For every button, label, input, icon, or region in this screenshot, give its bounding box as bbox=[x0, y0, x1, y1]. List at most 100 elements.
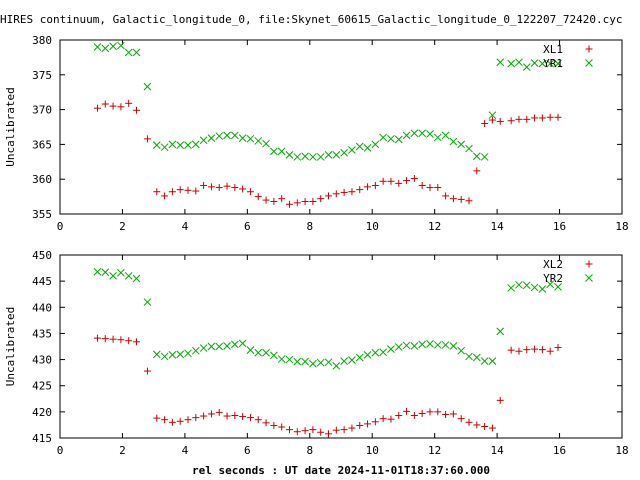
data-point bbox=[262, 196, 270, 204]
data-point bbox=[262, 139, 270, 148]
data-point bbox=[449, 410, 457, 418]
data-point bbox=[332, 361, 341, 370]
x-tick-label: 6 bbox=[244, 444, 251, 457]
data-point bbox=[199, 136, 208, 145]
data-point bbox=[340, 148, 348, 157]
data-point bbox=[522, 63, 531, 71]
y-tick-label: 425 bbox=[32, 380, 52, 393]
data-point bbox=[207, 410, 215, 418]
data-point bbox=[223, 342, 231, 350]
data-point bbox=[277, 355, 286, 363]
data-point bbox=[449, 342, 458, 350]
data-point bbox=[161, 416, 169, 424]
y-tick-label: 450 bbox=[32, 249, 52, 262]
data-point bbox=[371, 140, 380, 149]
data-point bbox=[538, 346, 546, 354]
data-point bbox=[531, 345, 539, 353]
data-point bbox=[488, 116, 496, 124]
data-point bbox=[554, 59, 562, 68]
y-tick-label: 375 bbox=[32, 69, 52, 82]
data-point bbox=[371, 418, 379, 426]
data-point bbox=[531, 114, 539, 122]
data-point bbox=[434, 184, 442, 192]
y-tick-label: 430 bbox=[32, 354, 52, 367]
data-point bbox=[125, 337, 133, 345]
plot-frame bbox=[59, 39, 623, 215]
data-point bbox=[246, 414, 254, 422]
data-point bbox=[364, 183, 372, 191]
data-point bbox=[176, 186, 184, 194]
data-point bbox=[371, 181, 379, 189]
data-point bbox=[441, 341, 450, 349]
data-point bbox=[426, 184, 434, 192]
data-point bbox=[465, 418, 473, 426]
x-tick-label: 18 bbox=[615, 444, 628, 457]
data-point bbox=[554, 283, 562, 291]
data-point bbox=[101, 100, 109, 108]
bottom-panel: 0 2 4 6 8 10 12 14 16 18 415 420 425 430 435 440 445 450 U… bbox=[4, 249, 629, 477]
data-point bbox=[270, 197, 278, 205]
data-point bbox=[340, 188, 348, 196]
data-point bbox=[395, 179, 403, 187]
data-point bbox=[301, 427, 309, 435]
data-point bbox=[324, 358, 333, 367]
data-point bbox=[152, 141, 161, 149]
data-point bbox=[207, 342, 216, 351]
data-point bbox=[457, 346, 466, 355]
data-point bbox=[538, 59, 547, 68]
data-point bbox=[465, 352, 473, 361]
data-point bbox=[207, 134, 216, 142]
data-point bbox=[348, 424, 356, 432]
data-point bbox=[348, 188, 356, 196]
series-XL2 bbox=[93, 334, 562, 438]
y-tick-label: 370 bbox=[32, 104, 52, 117]
data-point bbox=[481, 120, 489, 128]
data-point bbox=[246, 188, 254, 196]
x-tick-label: 14 bbox=[490, 220, 504, 233]
data-point bbox=[184, 141, 192, 149]
data-point bbox=[168, 188, 176, 196]
data-point bbox=[215, 184, 223, 192]
data-point bbox=[199, 344, 208, 352]
data-point bbox=[124, 48, 133, 57]
data-point bbox=[402, 341, 411, 350]
data-point bbox=[277, 147, 286, 156]
data-point bbox=[418, 129, 427, 138]
data-point bbox=[309, 359, 317, 368]
x-tick-label: 2 bbox=[119, 220, 126, 233]
data-point bbox=[93, 267, 102, 276]
data-point bbox=[480, 153, 489, 161]
data-point bbox=[426, 340, 434, 348]
data-point bbox=[441, 131, 450, 140]
series-YR1 bbox=[93, 41, 562, 161]
data-point bbox=[457, 140, 466, 149]
data-point bbox=[93, 334, 101, 342]
data-point bbox=[387, 415, 395, 423]
data-point bbox=[410, 342, 419, 350]
data-point bbox=[496, 58, 505, 67]
data-point bbox=[356, 421, 364, 429]
data-point bbox=[442, 410, 450, 418]
data-point bbox=[449, 137, 458, 146]
data-point bbox=[379, 415, 387, 423]
data-point bbox=[410, 129, 419, 138]
data-point bbox=[101, 335, 109, 343]
data-point bbox=[410, 412, 418, 420]
data-point bbox=[465, 197, 473, 205]
data-point bbox=[109, 42, 117, 51]
data-point bbox=[442, 192, 450, 200]
data-point bbox=[530, 59, 539, 67]
y-tick-label: 365 bbox=[32, 138, 52, 151]
data-point bbox=[176, 417, 184, 425]
data-point bbox=[124, 272, 133, 280]
data-point bbox=[546, 280, 555, 289]
data-point bbox=[309, 426, 317, 434]
data-point bbox=[143, 82, 152, 91]
x-tick-label: 0 bbox=[57, 220, 64, 233]
data-point bbox=[117, 268, 125, 277]
data-point bbox=[530, 283, 539, 292]
data-point bbox=[457, 415, 465, 423]
data-point bbox=[546, 347, 554, 355]
data-point bbox=[93, 104, 101, 112]
